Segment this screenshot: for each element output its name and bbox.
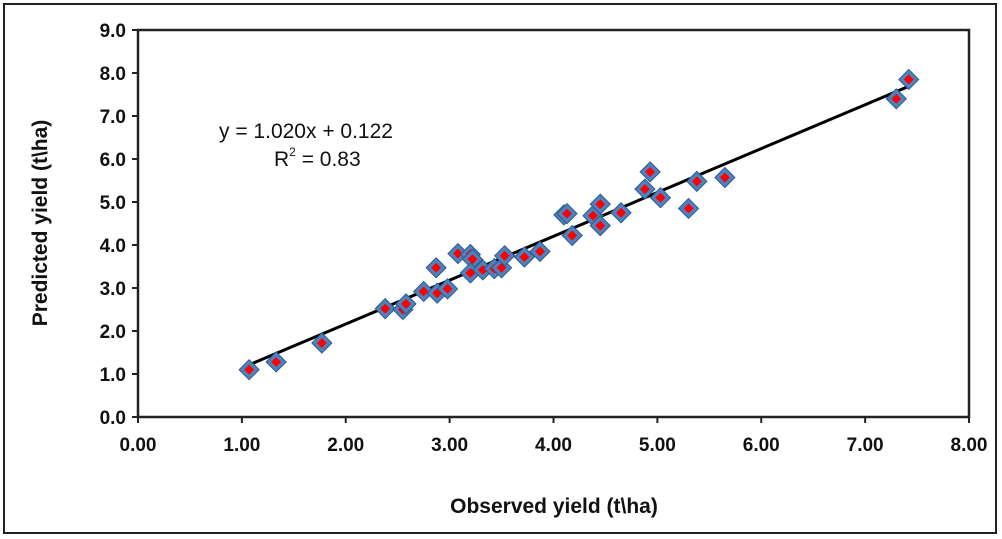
data-point [589,193,611,215]
point-center [431,262,442,273]
y-axis-title: Predicted yield (t\ha) [29,120,52,327]
y-tick-label: 4.0 [100,236,126,257]
data-point [493,245,516,267]
point-center [418,286,429,297]
data-point [677,197,700,220]
data-point [686,170,708,193]
data-point [412,280,435,303]
y-tick-label: 1.0 [100,365,126,386]
data-point [513,246,536,268]
x-tick-label: 1.00 [223,435,260,456]
x-tick-label: 6.00 [743,435,780,456]
x-tick-label: 2.00 [327,435,364,456]
data-point [556,202,578,225]
r-squared-label: R2 = 0.83 [274,145,361,171]
axis-ticks [132,29,970,423]
data-point [634,178,656,200]
point-center [903,74,914,85]
equation-label: y = 1.020x + 0.122 [219,120,393,143]
x-tick-label: 0.00 [120,435,157,456]
point-center [588,210,598,221]
point-center [567,230,578,241]
point-center [380,303,391,314]
data-point [265,351,287,373]
point-center [401,298,411,309]
point-center [645,166,656,177]
x-tick-label: 7.00 [847,435,884,456]
data-point [885,88,907,110]
point-center [595,220,606,231]
point-center [891,93,902,104]
point-center [655,192,666,203]
data-point [714,166,736,189]
point-center [691,176,702,187]
y-tick-label: 5.0 [100,193,126,214]
x-tick-label: 8.00 [951,435,988,456]
point-center [535,246,545,257]
point-center [316,338,327,348]
data-point [898,68,920,91]
point-center [719,172,730,183]
point-center [499,250,510,261]
trendline-group [246,84,910,368]
data-points [238,68,920,381]
data-point [610,202,632,224]
data-point [436,278,459,300]
y-tick-label: 3.0 [100,279,126,300]
data-point [561,224,583,247]
point-center [562,208,572,219]
point-center [452,248,463,259]
data-point [425,257,447,279]
tick-labels: 0.0 1.0 2.0 3.0 4.0 5.0 6.0 7.0 8.0 9.0 0.00 1.00 2.… [100,21,988,456]
x-tick-label: 5.00 [639,435,676,456]
data-point [395,293,417,315]
y-tick-label: 9.0 [100,21,126,42]
point-center [244,364,255,375]
y-tick-label: 8.0 [100,64,126,85]
point-center [595,199,606,210]
data-point [238,358,260,381]
data-point [311,332,333,354]
point-center [639,184,650,195]
data-point [649,186,672,209]
y-tick-label: 2.0 [100,322,126,343]
point-center [442,283,453,294]
data-point [589,214,611,237]
point-center [683,203,694,214]
x-axis-title: Observed yield (t\ha) [450,495,658,518]
point-center [616,207,626,218]
data-point [374,297,396,320]
y-tick-label: 7.0 [100,107,126,128]
x-tick-label: 3.00 [431,435,468,456]
data-point [639,161,661,183]
x-tick-label: 4.00 [535,435,572,456]
y-tick-label: 0.0 [100,408,126,429]
data-point [529,240,551,263]
trendline [246,84,910,368]
y-tick-label: 6.0 [100,150,126,171]
point-center [271,357,282,367]
